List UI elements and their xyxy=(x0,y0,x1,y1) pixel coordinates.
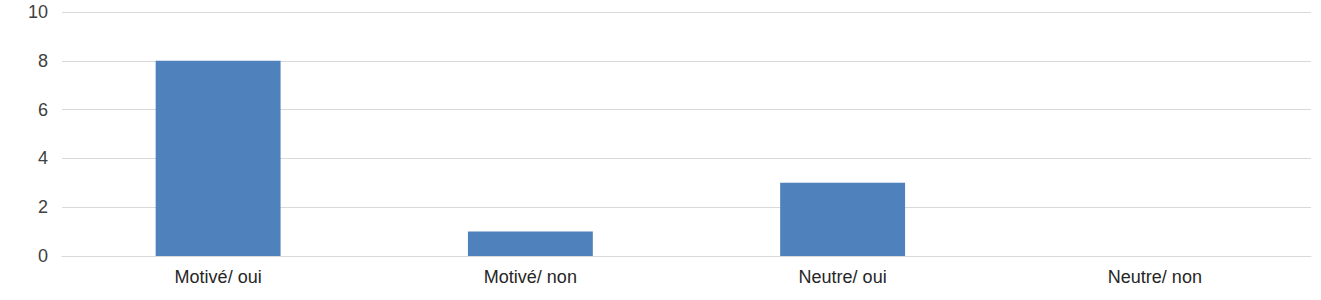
svg-text:10: 10 xyxy=(28,2,48,22)
svg-text:Neutre/ non: Neutre/ non xyxy=(1108,267,1202,287)
svg-text:2: 2 xyxy=(38,197,48,217)
svg-text:6: 6 xyxy=(38,100,48,120)
svg-text:Motivé/ non: Motivé/ non xyxy=(484,267,577,287)
svg-text:Neutre/ oui: Neutre/ oui xyxy=(799,267,887,287)
svg-text:Motivé/ oui: Motivé/ oui xyxy=(175,267,262,287)
svg-text:4: 4 xyxy=(38,148,48,168)
svg-text:0: 0 xyxy=(38,246,48,266)
svg-text:8: 8 xyxy=(38,51,48,71)
